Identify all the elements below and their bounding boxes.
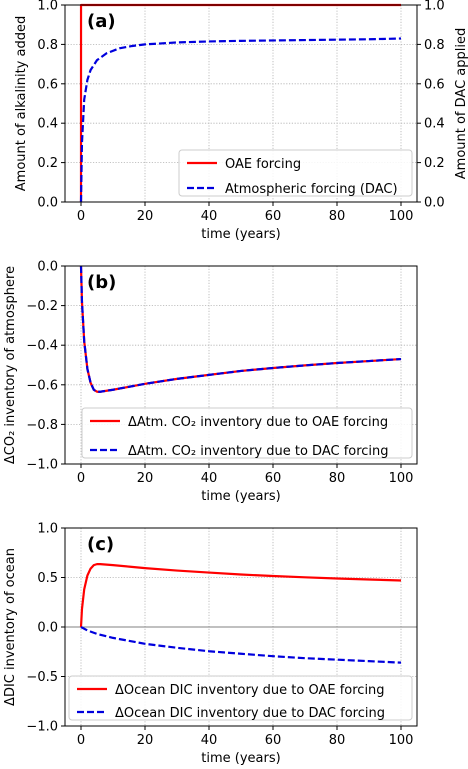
y-tick-label: −0.8 xyxy=(26,418,58,433)
legend-label: Atmospheric forcing (DAC) xyxy=(225,182,398,197)
y-right-tick-label: 0.2 xyxy=(424,156,445,171)
x-tick-label: 60 xyxy=(265,209,282,224)
y-tick-label: 0.8 xyxy=(37,38,58,53)
x-tick-label: 20 xyxy=(137,733,154,748)
x-tick-label: 80 xyxy=(329,733,346,748)
legend: OAE forcing Atmospheric forcing (DAC) xyxy=(178,149,413,197)
plot-frame xyxy=(64,4,418,203)
x-tick-label: 80 xyxy=(329,471,346,486)
legend-label: OAE forcing xyxy=(225,157,301,172)
y-tick-label: −0.4 xyxy=(26,339,58,354)
x-tick-label: 100 xyxy=(389,209,414,224)
series-line-oae xyxy=(79,563,402,628)
y-axis-label-right: Amount of DAC applied xyxy=(454,28,468,179)
x-tick-label: 80 xyxy=(329,209,346,224)
series-line-dac xyxy=(79,37,402,203)
y-right-tick-label: 0.4 xyxy=(424,117,445,132)
x-axis-label: time (years) xyxy=(201,751,280,766)
y-tick-label: −0.5 xyxy=(26,670,58,685)
y-tick-label: −1.0 xyxy=(26,720,58,735)
legend-label: ΔOcean DIC inventory due to OAE forcing xyxy=(115,683,385,698)
y-right-tick-label: 0.6 xyxy=(424,77,445,92)
y-tick-label: 1.0 xyxy=(37,522,58,537)
x-tick-label: 20 xyxy=(137,209,154,224)
y-tick-label: 0.0 xyxy=(37,196,58,211)
panel-label: (a) xyxy=(87,11,116,32)
x-tick-label: 100 xyxy=(389,471,414,486)
y-axis-label: ΔCO₂ inventory of atmosphere xyxy=(3,266,18,464)
panel-label: (b) xyxy=(87,272,116,293)
y-tick-label: 1.0 xyxy=(37,0,58,14)
legend-label: ΔAtm. CO₂ inventory due to OAE forcing xyxy=(128,415,388,430)
x-tick-label: 40 xyxy=(201,471,218,486)
legend-box xyxy=(68,675,413,721)
y-tick-label: −0.6 xyxy=(26,378,58,393)
panel-label: (c) xyxy=(87,534,114,555)
y-right-tick-label: 0.0 xyxy=(424,196,445,211)
legend: ΔOcean DIC inventory due to OAE forcing Δ… xyxy=(68,675,413,721)
y-tick-label: 0.0 xyxy=(37,621,58,636)
x-tick-label: 40 xyxy=(201,209,218,224)
legend-box xyxy=(178,149,413,197)
y-tick-label: −1.0 xyxy=(26,458,58,473)
y-tick-label: 0.2 xyxy=(37,156,58,171)
x-tick-label: 0 xyxy=(77,471,85,486)
x-tick-label: 60 xyxy=(265,733,282,748)
x-tick-label: 100 xyxy=(389,733,414,748)
y-right-tick-label: 1.0 xyxy=(424,0,445,14)
legend: ΔAtm. CO₂ inventory due to OAE forcing ΔA… xyxy=(81,407,413,459)
x-tick-label: 20 xyxy=(137,471,154,486)
y-right-tick-label: 0.8 xyxy=(424,38,445,53)
y-axis-label: Amount of alkalinity added xyxy=(14,16,29,191)
legend-label: ΔAtm. CO₂ inventory due to DAC forcing xyxy=(128,444,389,459)
y-tick-label: 0.0 xyxy=(37,260,58,275)
legend-label: ΔOcean DIC inventory due to DAC forcing xyxy=(115,706,385,721)
x-tick-label: 40 xyxy=(201,733,218,748)
legend-box xyxy=(81,407,413,459)
y-tick-label: 0.4 xyxy=(37,117,58,132)
x-tick-label: 0 xyxy=(77,733,85,748)
x-tick-label: 0 xyxy=(77,209,85,224)
y-axis-label: ΔDIC inventory of ocean xyxy=(3,548,18,706)
series-line-dac xyxy=(80,626,402,664)
plot-frame xyxy=(64,265,418,465)
series-line-oae xyxy=(79,265,402,393)
panel-c: 0 20 40 60 80 100 −1.0 −0.5 0.0 0.5 1.0 time (years… xyxy=(3,522,418,766)
x-axis-label: time (years) xyxy=(201,489,280,504)
y-tick-label: 0.5 xyxy=(37,571,58,586)
y-tick-label: 0.6 xyxy=(37,77,58,92)
panel-b: 0 20 40 60 80 100 −1.0 −0.8 −0.6 −0.4 −0.2 0.0 time … xyxy=(3,260,418,504)
y-tick-label: −0.2 xyxy=(26,299,58,314)
x-axis-label: time (years) xyxy=(201,227,280,242)
series-line-dac xyxy=(79,265,402,393)
x-tick-label: 60 xyxy=(265,471,282,486)
panel-a: 0 20 40 60 80 100 0.0 0.2 0.4 0.6 0.8 1.0 0.0 0.2 0.4 0… xyxy=(14,0,468,242)
